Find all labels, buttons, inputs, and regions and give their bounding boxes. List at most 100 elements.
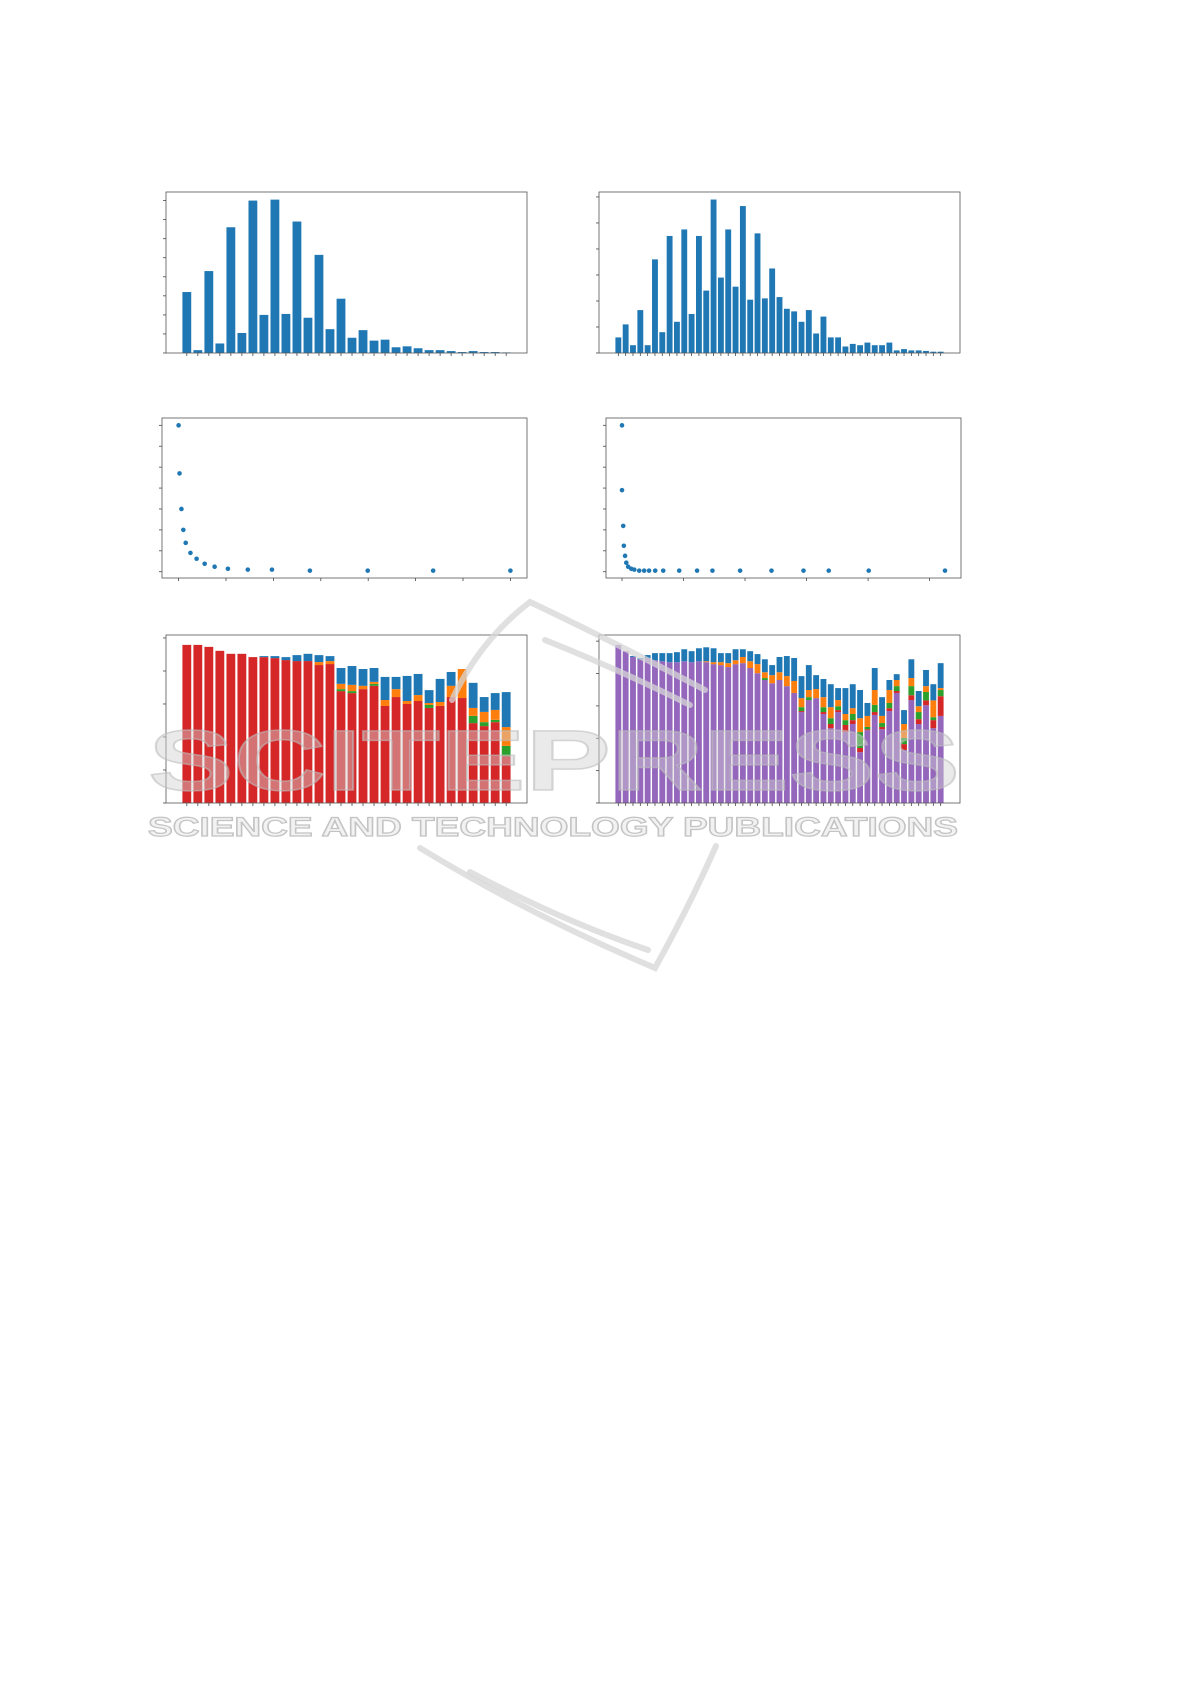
scatter-point — [188, 550, 193, 556]
bar — [886, 342, 893, 353]
bar-segment — [915, 706, 922, 713]
bar — [725, 229, 732, 353]
scatter-point — [641, 568, 647, 573]
bar-segment — [886, 711, 893, 803]
bar — [681, 229, 688, 353]
bar-segment — [886, 708, 893, 712]
chart-top-left-histogram — [163, 191, 528, 356]
scatter-point — [619, 487, 625, 493]
scatter-point — [621, 543, 627, 549]
bar-segment — [908, 686, 915, 696]
bar — [182, 292, 192, 353]
bar-segment — [923, 691, 929, 701]
bar-segment — [446, 697, 456, 803]
bar-segment — [725, 663, 732, 668]
bar — [857, 345, 864, 353]
scatter-point — [632, 567, 637, 572]
bar-segment — [336, 668, 346, 684]
bar-segment — [501, 727, 511, 746]
bar-segment — [622, 651, 629, 803]
bar — [380, 339, 390, 353]
bar-segment — [930, 700, 937, 718]
bar — [908, 350, 915, 353]
bar — [674, 321, 680, 353]
bar-segment — [893, 679, 900, 687]
bar-segment — [336, 691, 346, 803]
chart-top-right-histogram — [596, 191, 961, 356]
bar-segment — [681, 661, 688, 803]
bar — [805, 310, 812, 353]
bar-segment — [446, 671, 456, 686]
bar — [688, 313, 695, 353]
bar-segment — [871, 704, 878, 713]
bar-segment — [413, 701, 423, 803]
bar-segment — [805, 700, 812, 803]
scatter-point — [212, 564, 217, 570]
scatter-point — [619, 423, 625, 428]
bar-segment — [413, 673, 423, 696]
bar — [776, 297, 783, 353]
bar-segment — [435, 678, 445, 702]
bar-segment — [864, 729, 871, 731]
bar — [644, 345, 651, 353]
bar-segment — [347, 693, 357, 803]
bar — [695, 235, 702, 353]
scatter-point — [826, 568, 832, 573]
bar-segment — [930, 720, 937, 729]
plot-marks — [182, 644, 511, 803]
bar-segment — [937, 663, 944, 689]
bar — [747, 299, 754, 353]
bar-segment — [369, 668, 379, 682]
bar-segment — [215, 650, 225, 803]
scatter-point — [307, 568, 313, 573]
scatter-point — [694, 568, 700, 573]
bar-segment — [281, 657, 291, 661]
chart-bottom-right-stacked-bars — [596, 634, 961, 806]
bar — [347, 337, 357, 353]
bar-segment — [901, 737, 907, 745]
bar-segment — [446, 685, 456, 698]
scatter-point — [624, 560, 629, 566]
bar-segment — [204, 646, 214, 803]
scatter-point — [430, 568, 436, 573]
bar — [402, 346, 412, 353]
axis-ticks — [159, 424, 511, 581]
bar-segment — [857, 718, 864, 733]
scatter-point — [660, 568, 666, 573]
bar-segment — [857, 747, 864, 753]
bar-segment — [630, 657, 636, 803]
bar-segment — [435, 702, 445, 706]
bar-segment — [915, 691, 922, 707]
bar-segment — [908, 678, 915, 687]
bar-segment — [259, 657, 269, 803]
bar-segment — [849, 724, 856, 803]
bar-segment — [681, 649, 688, 662]
bar — [754, 233, 761, 353]
bar-segment — [369, 685, 379, 803]
bar-segment — [747, 668, 754, 803]
bar-segment — [336, 689, 346, 692]
bar-segment — [864, 726, 871, 730]
bar-segment — [835, 712, 842, 803]
bar-segment — [783, 686, 790, 803]
bar — [827, 337, 834, 353]
bar-segment — [358, 669, 368, 686]
bar — [813, 333, 820, 353]
bar — [248, 200, 258, 353]
bar-segment — [791, 692, 798, 803]
axes-frame — [605, 417, 962, 579]
bar-segment — [369, 681, 379, 684]
plot-marks — [615, 199, 944, 353]
bar-segment — [457, 698, 467, 803]
bar-segment — [769, 665, 776, 676]
bar — [798, 321, 805, 353]
bar-segment — [644, 657, 651, 803]
scatter-point — [508, 568, 513, 573]
scatter-point — [269, 567, 275, 572]
bar — [490, 352, 500, 353]
bar-segment — [901, 710, 907, 725]
bar-segment — [886, 702, 893, 709]
bar-segment — [248, 657, 258, 803]
bar-segment — [479, 722, 489, 727]
bar — [237, 332, 247, 353]
